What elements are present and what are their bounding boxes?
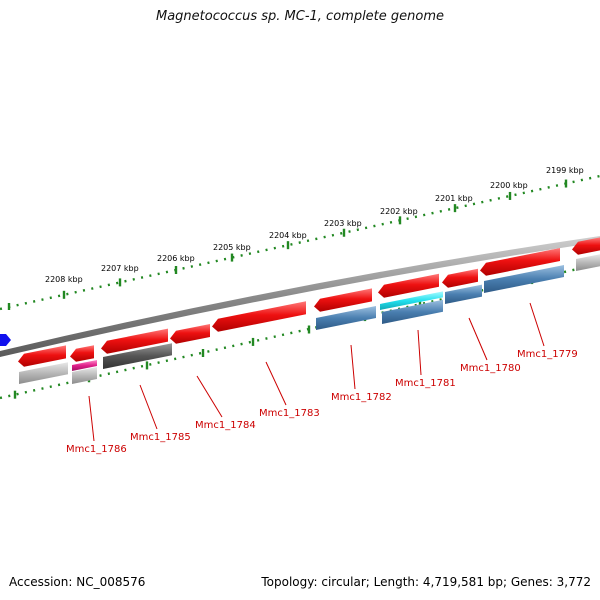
gene-box-reverse[interactable] xyxy=(19,362,68,384)
kbp-tick-label: 2203 kbp xyxy=(324,219,362,228)
gene-arrow-forward[interactable] xyxy=(170,324,210,344)
gene-box-reverse[interactable] xyxy=(316,306,376,330)
gene-labels: Mmc1_1786 Mmc1_1785 Mmc1_1784 Mmc1_1783 … xyxy=(66,349,578,455)
gene-label[interactable]: Mmc1_1780 xyxy=(460,363,521,374)
backbone-band xyxy=(0,236,600,357)
gene-label-leader xyxy=(196,375,223,418)
gene-arrow-forward[interactable] xyxy=(378,273,439,298)
gene-label[interactable]: Mmc1_1781 xyxy=(395,378,456,389)
gene-label-leader xyxy=(468,317,488,361)
gene-label[interactable]: Mmc1_1786 xyxy=(66,444,127,455)
kbp-tick-label: 2206 kbp xyxy=(157,254,195,263)
gene-label-leader xyxy=(139,384,158,430)
kbp-tick-label: 2207 kbp xyxy=(101,264,139,273)
gene-arrow-forward[interactable] xyxy=(101,328,168,354)
ruler-outer-dotline xyxy=(0,174,600,311)
map-title: Magnetococcus sp. MC-1, complete genome xyxy=(155,9,445,24)
gene-label[interactable]: Mmc1_1783 xyxy=(259,408,320,419)
gene-label[interactable]: Mmc1_1785 xyxy=(130,432,191,443)
gene-arrow-forward[interactable] xyxy=(442,268,478,288)
gene-label-leader xyxy=(350,344,356,390)
genome-backbone xyxy=(0,236,600,357)
gene-arrow-forward[interactable] xyxy=(572,237,600,255)
gene-arrow-forward[interactable] xyxy=(480,248,560,276)
gene-box-reverse[interactable] xyxy=(445,284,482,304)
forward-strand-genes xyxy=(18,237,600,367)
gene-label[interactable]: Mmc1_1784 xyxy=(195,420,256,431)
gene-arrow-forward[interactable] xyxy=(70,345,94,362)
gene-label-leader xyxy=(265,361,287,406)
ruler-outer-major-ticks xyxy=(7,179,568,310)
gene-arrow-forward[interactable] xyxy=(18,345,66,367)
kbp-tick-label: 2208 kbp xyxy=(45,275,83,284)
kbp-tick-label: 2204 kbp xyxy=(269,231,307,240)
gene-box-reverse[interactable] xyxy=(380,291,443,310)
gene-label-leader xyxy=(529,302,545,347)
ruler-outer-dots xyxy=(0,174,600,311)
kbp-tick-label: 2199 kbp xyxy=(546,166,584,175)
ruler-inner-dots xyxy=(0,262,600,400)
gene-label-leader xyxy=(88,395,95,442)
gene-label[interactable]: Mmc1_1782 xyxy=(331,392,392,403)
ruler-inner-dotline xyxy=(0,262,600,400)
gene-label-leader xyxy=(417,329,422,376)
gene-label-leaders xyxy=(88,302,545,442)
gene-arrow-forward[interactable] xyxy=(212,301,306,332)
gene-box-reverse[interactable] xyxy=(382,299,443,324)
accession-text: Accession: NC_008576 xyxy=(9,575,146,589)
gene-box-reverse[interactable] xyxy=(72,367,97,384)
genome-summary-text: Topology: circular; Length: 4,719,581 bp… xyxy=(261,575,591,589)
reverse-strand-genes xyxy=(19,254,600,384)
blue-marker-icon xyxy=(0,334,11,346)
ruler-kbp-labels: 2208 kbp 2207 kbp 2206 kbp 2205 kbp 2204 kbp… xyxy=(45,166,584,284)
gene-arrow-forward[interactable] xyxy=(314,288,372,312)
kbp-tick-label: 2205 kbp xyxy=(213,243,251,252)
kbp-tick-label: 2202 kbp xyxy=(380,207,418,216)
kbp-tick-label: 2200 kbp xyxy=(490,181,528,190)
gene-box-reverse[interactable] xyxy=(72,360,97,371)
gene-box-reverse[interactable] xyxy=(484,265,564,293)
kbp-tick-label: 2201 kbp xyxy=(435,194,473,203)
gene-box-reverse[interactable] xyxy=(103,343,172,369)
gene-label[interactable]: Mmc1_1779 xyxy=(517,349,578,360)
gene-box-reverse[interactable] xyxy=(576,254,600,271)
